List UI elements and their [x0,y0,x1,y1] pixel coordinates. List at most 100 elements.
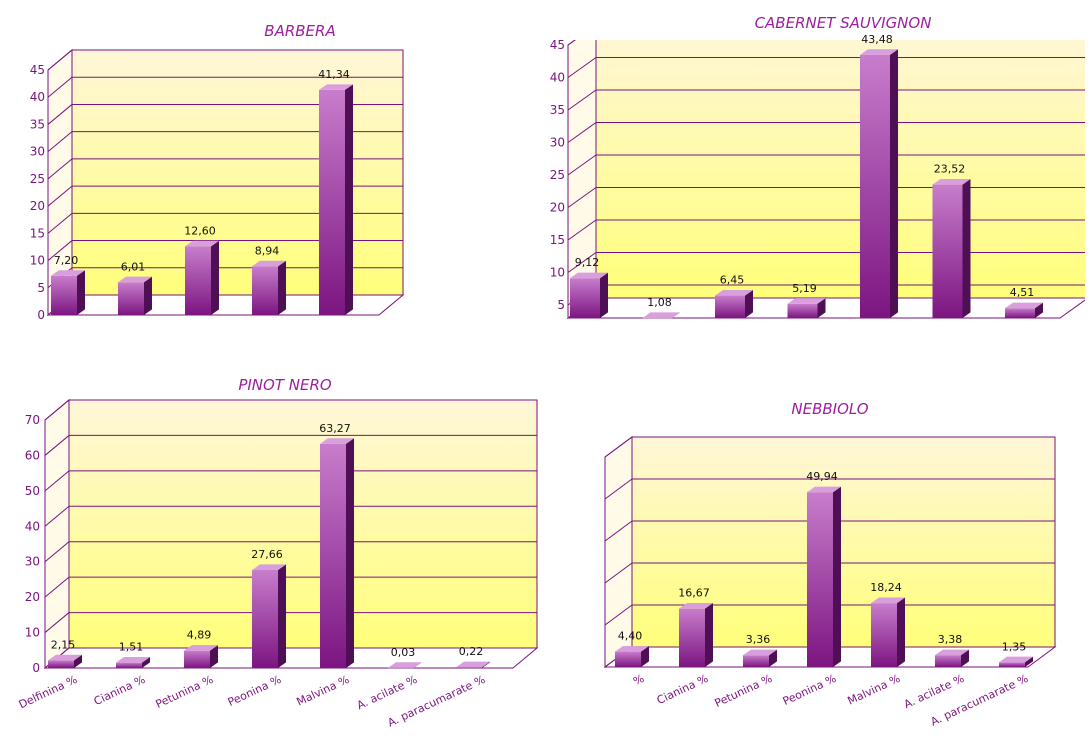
bar-front [388,667,414,669]
bar [935,649,969,667]
chart-title: BARBERA [264,22,335,40]
chart-cabernet-sauvignon: CABERNET SAUVIGNON 5 10 15 20 25 30 35 40 45 9,12… [550,14,1085,319]
bar-top [860,49,898,55]
plot-area [566,40,1085,319]
grid-line-side [44,576,70,598]
y-tick-label: 15 [550,233,565,247]
bar-front [642,318,673,319]
grid-line-side [44,435,70,456]
grid-line-side [567,154,597,176]
bar [185,240,219,315]
y-tick-label: 30 [30,145,45,159]
bar [615,646,649,667]
chart-title: PINOT NERO [238,376,332,394]
y-tick-label: 40 [550,71,565,85]
bar [252,260,286,315]
bar-top [51,270,85,276]
bar-front [715,295,745,318]
bar-top [807,486,841,493]
data-label: 18,24 [870,581,902,594]
bar-top [320,438,354,444]
grid-line-side [567,187,597,208]
grid-line-side [567,219,597,241]
grid-line-side [44,470,70,492]
bar-top [615,646,649,652]
bar [252,564,286,668]
category-label: Cianina % [655,672,710,707]
bar-top [871,597,905,604]
data-label: 63,27 [319,422,351,435]
bar-side [345,84,353,316]
bar-top [787,298,826,304]
category-label: % [631,672,646,688]
data-label: 0,22 [459,645,484,658]
bar [570,272,608,318]
bar-front [787,303,818,318]
bar-top [679,603,713,609]
bar-front [743,655,769,667]
grid-line-side [47,185,73,207]
bar-top [715,289,753,296]
data-label: 8,94 [255,244,280,257]
y-tick-label: 5 [557,298,565,312]
bar-front [184,650,210,668]
grid-line-side [47,240,73,261]
y-tick-label: 70 [25,413,40,427]
data-label: 12,60 [184,224,216,237]
category-label: Malvina % [846,672,903,708]
bar-top [184,645,218,651]
grid-line-side [604,436,633,458]
data-label: 1,08 [647,296,672,309]
data-label: 6,45 [720,274,745,287]
category-label: Malvina % [295,673,352,709]
bar [860,49,898,318]
bar-side [745,289,753,318]
bar [118,276,152,315]
bar [807,486,841,667]
data-label: 4,40 [618,630,643,643]
grid-line-side [44,399,70,421]
bar-side [833,486,841,667]
bar-top [118,276,152,283]
bar [184,645,218,668]
grid-line-side [44,541,70,563]
data-label: 49,94 [806,470,838,483]
bar-front [860,54,890,318]
y-tick-label: 40 [30,90,45,104]
bar-top [642,312,681,318]
chart-title: NEBBIOLO [791,400,868,418]
data-label: 0,03 [391,646,416,659]
bar-side [705,603,713,667]
data-label: 23,52 [934,163,966,176]
grid-line-side [44,612,70,633]
bar-top [999,656,1033,663]
data-label: 1,35 [1002,640,1027,653]
bar-side [961,649,969,667]
bar-side [278,260,286,315]
bar-front [1005,308,1035,318]
bar-side [210,645,218,668]
bar [932,179,971,318]
bar-top [252,260,286,267]
bar-front [320,443,346,668]
bar-front [118,282,144,315]
bar-front [615,651,641,667]
bar-side [890,49,898,318]
bar-side [1035,302,1043,318]
grid-line-side [47,76,73,98]
bar-side [482,661,490,668]
y-tick-label: 50 [25,484,40,498]
y-tick-label: 10 [550,266,565,280]
category-label: Peonina % [226,673,284,709]
y-tick-label: 20 [30,199,45,213]
grid-line-side [47,212,73,234]
plot-area [46,48,405,317]
category-label: Cianina % [92,673,147,708]
bar-side [278,564,286,668]
bar-top [932,179,971,185]
data-label: 2,15 [51,638,76,651]
grid-line-side [567,57,597,78]
bar [456,661,490,668]
bar-front [116,662,142,668]
bar [999,656,1033,667]
